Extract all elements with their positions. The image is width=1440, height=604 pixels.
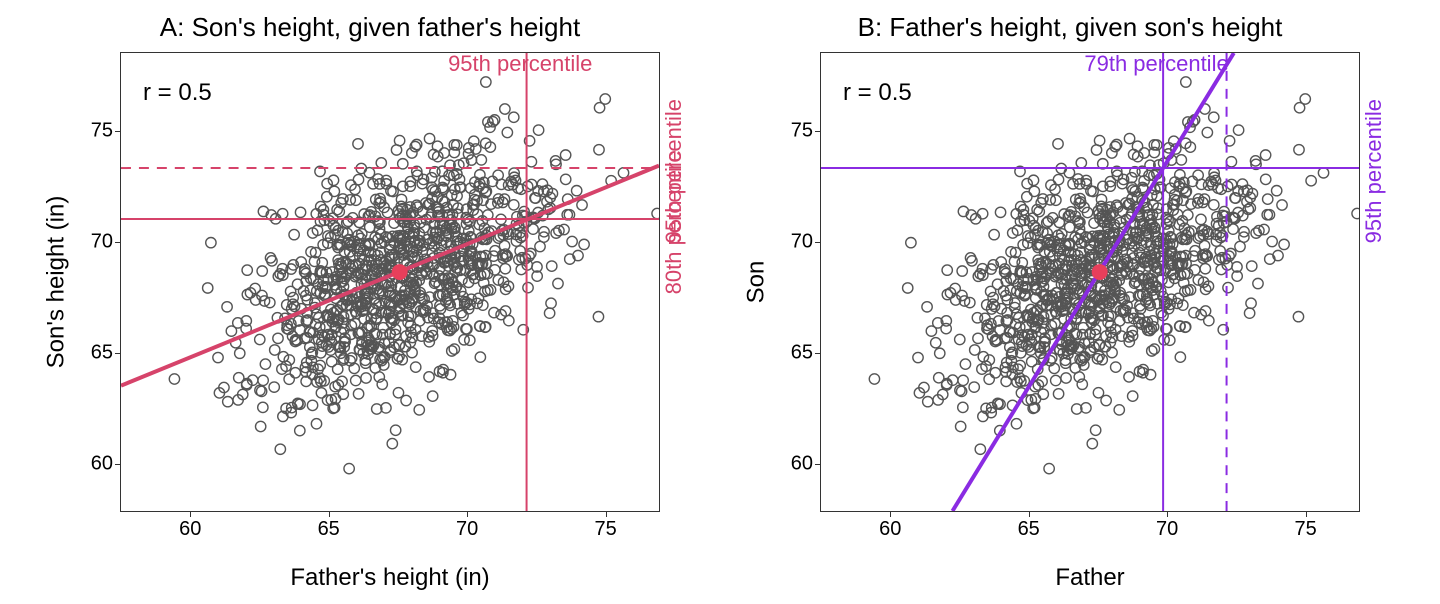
panel-a-plot: 6065707560657075r = 0.595th percentile80… <box>120 52 660 512</box>
tick-x <box>606 511 607 517</box>
tick-y <box>115 464 121 465</box>
side-percentile-label: 95th percentile <box>1361 99 1387 243</box>
panel-a-xlabel: Father's height (in) <box>120 564 660 592</box>
tick-x-label: 60 <box>879 518 901 541</box>
side-percentile-label-dashed: 95th percentile <box>661 99 687 243</box>
tick-x-label: 65 <box>1018 518 1040 541</box>
tick-y-label: 70 <box>779 230 813 253</box>
panel-b-xlabel: Father <box>820 564 1360 592</box>
tick-x-label: 65 <box>318 518 340 541</box>
panel-b-plot: 6065707560657075r = 0.579th percentile95… <box>820 52 1360 512</box>
r-label: r = 0.5 <box>143 79 212 107</box>
tick-y <box>815 242 821 243</box>
panel-b-title: B: Father's height, given son's height <box>730 12 1410 43</box>
panel-a-ylabel: Son's height (in) <box>42 52 70 512</box>
tick-y <box>115 131 121 132</box>
tick-x-label: 70 <box>456 518 478 541</box>
tick-x-label: 75 <box>594 518 616 541</box>
tick-y <box>115 353 121 354</box>
tick-y-label: 70 <box>79 230 113 253</box>
panel-a-title: A: Son's height, given father's height <box>30 12 710 43</box>
tick-x <box>190 511 191 517</box>
tick-x <box>1306 511 1307 517</box>
tick-x <box>1029 511 1030 517</box>
tick-y <box>115 242 121 243</box>
tick-x-label: 60 <box>179 518 201 541</box>
panel-b: B: Father's height, given son's height S… <box>730 12 1410 592</box>
tick-y <box>815 464 821 465</box>
tick-x <box>467 511 468 517</box>
panel-b-ylabel: Son <box>742 52 770 512</box>
tick-x <box>329 511 330 517</box>
r-label: r = 0.5 <box>843 79 912 107</box>
tick-y <box>815 353 821 354</box>
tick-y-label: 75 <box>779 119 813 142</box>
tick-y-label: 65 <box>779 342 813 365</box>
top-percentile-label: 79th percentile <box>1084 51 1228 77</box>
tick-x <box>890 511 891 517</box>
panel-a-svg <box>121 53 659 511</box>
panel-a: A: Son's height, given father's height S… <box>30 12 710 592</box>
tick-y <box>815 131 821 132</box>
tick-y-label: 75 <box>79 119 113 142</box>
tick-x <box>1167 511 1168 517</box>
tick-x-label: 70 <box>1156 518 1178 541</box>
top-percentile-label: 95th percentile <box>448 51 592 77</box>
tick-x-label: 75 <box>1294 518 1316 541</box>
tick-y-label: 60 <box>79 453 113 476</box>
figure-container: A: Son's height, given father's height S… <box>0 0 1440 604</box>
tick-y-label: 65 <box>79 342 113 365</box>
tick-y-label: 60 <box>779 453 813 476</box>
panel-b-svg <box>821 53 1359 511</box>
